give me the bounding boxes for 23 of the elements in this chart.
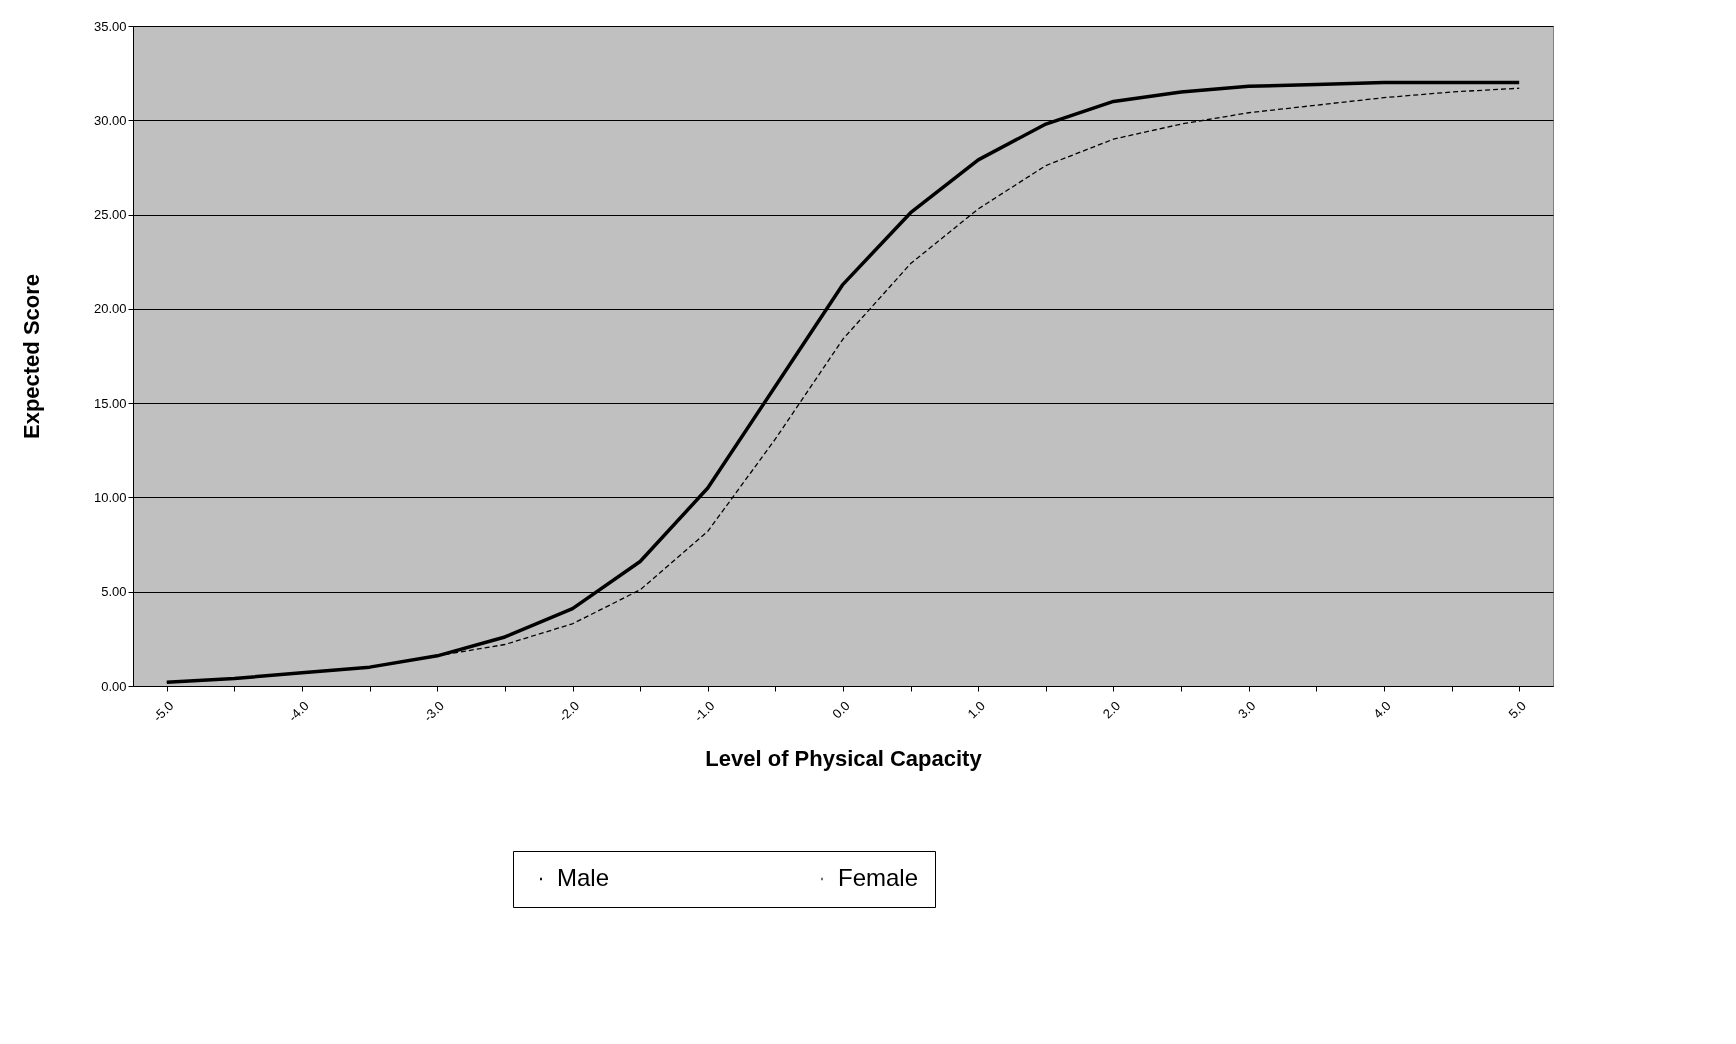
legend-label: Male — [557, 864, 610, 891]
x-axis-title: Level of Physical Capacity — [705, 745, 983, 771]
y-tick-label: 5.00 — [101, 584, 127, 600]
y-tick-label: 10.00 — [93, 489, 127, 505]
y-tick-label: 15.00 — [93, 395, 127, 411]
x-tick-label: -4.0 — [285, 698, 312, 725]
y-tick-label: 20.00 — [93, 301, 127, 317]
y-tick-label: 35.00 — [93, 18, 127, 34]
legend-label: Female — [838, 864, 919, 891]
x-tick-label: -3.0 — [420, 698, 447, 725]
y-axis-title: Expected Score — [18, 273, 44, 440]
x-tick-label: 1.0 — [964, 698, 988, 722]
y-tick-label: 25.00 — [93, 207, 127, 223]
y-tick-label: 0.00 — [101, 678, 127, 694]
x-tick-label: 3.0 — [1235, 698, 1259, 722]
x-tick-label: 2.0 — [1099, 698, 1124, 722]
x-tick-label: -5.0 — [150, 698, 177, 725]
x-tick-label: 5.0 — [1505, 698, 1529, 722]
y-tick-label: 30.00 — [93, 112, 127, 128]
x-tick-label: -2.0 — [555, 698, 583, 725]
x-tick-label: -1.0 — [691, 698, 718, 725]
x-tick-label: 0.0 — [829, 698, 853, 722]
x-tick-label: 4.0 — [1370, 698, 1394, 722]
